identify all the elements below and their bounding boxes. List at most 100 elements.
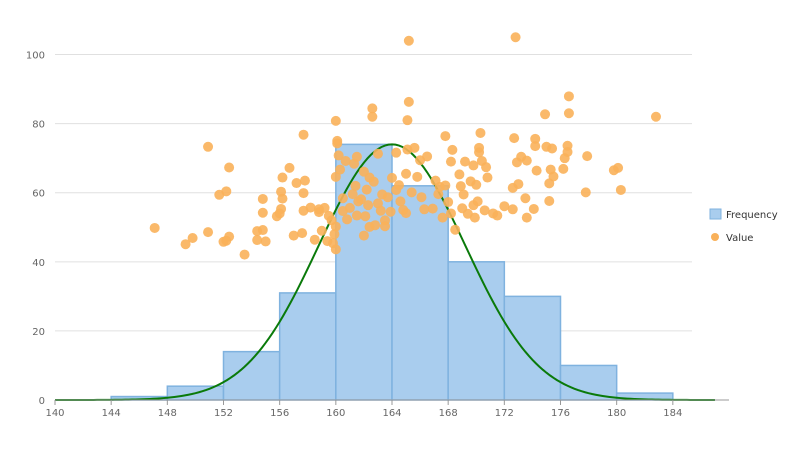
x-tick-label: 184	[663, 408, 682, 419]
scatter-point	[513, 179, 524, 190]
scatter-point	[562, 146, 573, 157]
scatter-point	[613, 162, 624, 173]
scatter-point	[582, 151, 593, 162]
scatter-point	[379, 221, 390, 232]
scatter-point	[309, 234, 320, 245]
scatter-point	[447, 144, 458, 155]
scatter-point	[492, 210, 503, 221]
scatter-point	[520, 193, 531, 204]
scatter-point	[350, 180, 361, 191]
scatter-point	[482, 172, 493, 183]
scatter-point	[337, 193, 348, 204]
scatter-point	[471, 179, 482, 190]
scatter-point	[445, 208, 456, 219]
scatter-point	[361, 184, 372, 195]
scatter-point	[333, 150, 344, 161]
y-tick-label: 0	[39, 396, 45, 407]
scatter-point	[510, 32, 521, 43]
scatter-point	[454, 169, 465, 180]
scatter-point	[330, 244, 341, 255]
scatter-point	[385, 206, 396, 217]
histogram-bars	[110, 143, 674, 401]
x-tick-label: 164	[382, 408, 401, 419]
scatter-point	[530, 133, 541, 144]
scatter-point	[445, 156, 456, 167]
x-tick-label: 168	[439, 408, 458, 419]
scatter-point	[544, 196, 555, 207]
legend: Frequency Value	[709, 208, 778, 244]
scatter-point	[403, 35, 414, 46]
legend-swatch-value	[711, 233, 719, 241]
scatter-point	[469, 212, 480, 223]
scatter-point	[507, 204, 518, 215]
x-tick-label: 152	[214, 408, 233, 419]
scatter-point	[297, 228, 308, 239]
x-tick-label: 172	[495, 408, 514, 419]
axes: 140 144 148 152 156 160 164 168 172 176 180 184 0 20 4…	[26, 51, 729, 419]
scatter-point	[499, 201, 510, 212]
scatter-point	[358, 230, 369, 241]
scatter-point	[531, 165, 542, 176]
scatter-point	[298, 129, 309, 140]
scatter-point	[203, 141, 214, 152]
scatter-point	[443, 197, 454, 208]
y-tick-label: 100	[26, 51, 45, 62]
x-tick-label: 144	[102, 408, 121, 419]
scatter-point	[239, 249, 250, 260]
y-tick-label: 80	[32, 120, 45, 131]
scatter-point	[440, 180, 451, 191]
scatter-point	[509, 133, 520, 144]
scatter-point	[370, 220, 381, 231]
scatter-point	[460, 156, 471, 167]
histogram-bar	[503, 295, 562, 401]
scatter-point	[360, 211, 371, 222]
scatter-point	[351, 151, 362, 162]
scatter-point	[403, 96, 414, 107]
scatter-point	[406, 187, 417, 198]
scatter-point	[257, 207, 268, 218]
scatter-point	[547, 143, 558, 154]
scatter-point	[363, 200, 374, 211]
histogram-bar	[335, 143, 393, 401]
scatter-point	[367, 103, 378, 114]
histogram-bar	[559, 364, 618, 401]
scatter-point	[277, 172, 288, 183]
scatter-point	[149, 222, 160, 233]
scatter-point	[394, 180, 405, 191]
scatter-point	[221, 235, 232, 246]
scatter-point	[203, 227, 214, 238]
scatter-point	[650, 111, 661, 122]
y-tick-label: 20	[32, 327, 45, 338]
scatter-point	[257, 225, 268, 236]
scatter-point	[316, 225, 327, 236]
y-tick-label: 40	[32, 258, 45, 269]
scatter-point	[419, 204, 430, 215]
histogram-bar	[447, 261, 506, 401]
scatter-point	[558, 163, 569, 174]
scatter-point	[299, 175, 310, 186]
scatter-point	[288, 230, 299, 241]
scatter-point	[409, 142, 420, 153]
scatter-point	[440, 131, 451, 142]
scatter-point	[375, 205, 386, 216]
scatter-point	[291, 178, 302, 189]
scatter-point	[224, 162, 235, 173]
scatter-point	[356, 194, 367, 205]
x-tick-label: 160	[326, 408, 345, 419]
scatter-point	[276, 203, 287, 214]
scatter-point	[344, 202, 355, 213]
scatter-point	[427, 203, 438, 214]
scatter-point	[332, 138, 343, 149]
scatter-point	[284, 162, 295, 173]
scatter-point	[276, 186, 287, 197]
scatter-point	[252, 235, 263, 246]
scatter-point	[382, 192, 393, 203]
scatter-point	[455, 181, 466, 192]
scatter-point	[402, 115, 413, 126]
scatter-point	[330, 221, 341, 232]
scatter-point	[319, 202, 330, 213]
x-tick-label: 180	[607, 408, 626, 419]
scatter-point	[540, 109, 551, 120]
scatter-point	[391, 147, 402, 158]
scatter-point	[458, 189, 469, 200]
